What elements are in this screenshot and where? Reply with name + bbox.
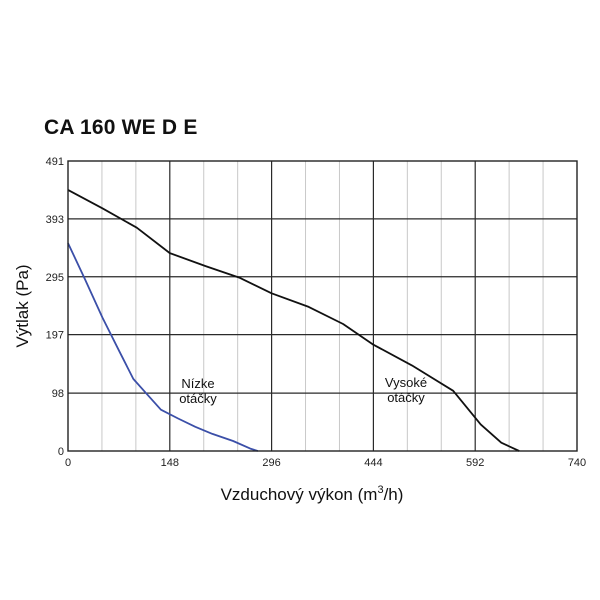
- x-axis-label: Vzduchový výkon (m3/h): [221, 484, 404, 504]
- x-axis-label-end: /h): [384, 485, 404, 504]
- annotation-high-speed: otáčky: [387, 390, 425, 405]
- series-line-high-speed: [67, 189, 520, 452]
- grid: [68, 161, 577, 451]
- x-tick-label: 0: [65, 457, 71, 469]
- y-tick-label: 491: [46, 156, 64, 168]
- y-tick-label: 197: [46, 330, 64, 342]
- y-tick-label: 0: [58, 446, 64, 458]
- x-tick-label: 444: [364, 457, 382, 469]
- annotation-low-speed: otáčky: [179, 391, 217, 406]
- y-tick-label: 393: [46, 214, 64, 226]
- x-axis-label-main: Vzduchový výkon (m: [221, 485, 378, 504]
- annotation-high-speed: Vysoké: [385, 375, 427, 390]
- annotation-low-speed: Nízke: [181, 376, 214, 391]
- x-tick-label: 148: [161, 457, 179, 469]
- x-axis-label-sup: 3: [377, 484, 383, 496]
- x-tick-label: 740: [568, 457, 586, 469]
- chart-title: CA 160 WE D E: [44, 116, 198, 139]
- series-line-low-speed: [67, 242, 259, 452]
- x-tick-label: 592: [466, 457, 484, 469]
- plot-frame: [67, 160, 578, 452]
- y-tick-label: 98: [52, 388, 64, 400]
- tick-labels: 0 148 296 444 592 740 0 98 197 295 393 491: [46, 156, 587, 469]
- x-tick-label: 296: [262, 457, 280, 469]
- y-tick-label: 295: [46, 272, 64, 284]
- y-axis-label: Výtlak (Pa): [13, 264, 32, 347]
- series-lines: [67, 189, 520, 452]
